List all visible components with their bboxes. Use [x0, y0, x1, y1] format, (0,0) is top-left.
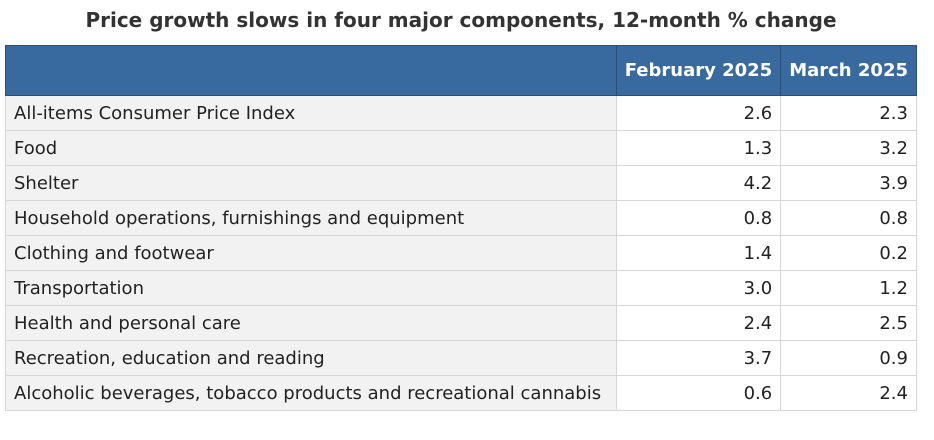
row-label: Alcoholic beverages, tobacco products an… [5, 375, 617, 411]
row-label: Household operations, furnishings and eq… [5, 200, 617, 236]
table-row: Health and personal care 2.4 2.5 [5, 305, 917, 341]
value-cell: 2.5 [780, 305, 917, 341]
value-cell: 0.6 [615, 375, 782, 411]
value-cell: 3.9 [780, 165, 917, 201]
value-cell: 2.3 [780, 95, 917, 131]
value-cell: 0.8 [780, 200, 917, 236]
row-label: Transportation [5, 270, 617, 306]
row-label: Health and personal care [5, 305, 617, 341]
value-cell: 1.2 [780, 270, 917, 306]
table-row: Alcoholic beverages, tobacco products an… [5, 375, 917, 411]
header-corner [5, 45, 617, 96]
table-row: Food 1.3 3.2 [5, 130, 917, 166]
table-row: Shelter 4.2 3.9 [5, 165, 917, 201]
column-header: February 2025 [615, 45, 782, 96]
value-cell: 3.7 [615, 340, 782, 376]
table-row: Household operations, furnishings and eq… [5, 200, 917, 236]
value-cell: 2.6 [615, 95, 782, 131]
header-row: February 2025 March 2025 [5, 45, 917, 96]
table-row: Transportation 3.0 1.2 [5, 270, 917, 306]
value-cell: 3.0 [615, 270, 782, 306]
row-label: Shelter [5, 165, 617, 201]
value-cell: 2.4 [780, 375, 917, 411]
table-row: All-items Consumer Price Index 2.6 2.3 [5, 95, 917, 131]
value-cell: 0.2 [780, 235, 917, 271]
column-header: March 2025 [780, 45, 917, 96]
price-table: February 2025 March 2025 All-items Consum… [5, 45, 917, 411]
table-row: Recreation, education and reading 3.7 0.9 [5, 340, 917, 376]
value-cell: 0.9 [780, 340, 917, 376]
row-label: Recreation, education and reading [5, 340, 617, 376]
row-label: Clothing and footwear [5, 235, 617, 271]
row-label: All-items Consumer Price Index [5, 95, 617, 131]
value-cell: 4.2 [615, 165, 782, 201]
title: Price growth slows in four major compone… [85, 8, 837, 32]
row-label: Food [5, 130, 617, 166]
value-cell: 1.4 [615, 235, 782, 271]
value-cell: 2.4 [615, 305, 782, 341]
value-cell: 0.8 [615, 200, 782, 236]
table-row: Clothing and footwear 1.4 0.2 [5, 235, 917, 271]
table-body: All-items Consumer Price Index 2.6 2.3 Food… [5, 95, 917, 411]
value-cell: 1.3 [615, 130, 782, 166]
value-cell: 3.2 [780, 130, 917, 166]
